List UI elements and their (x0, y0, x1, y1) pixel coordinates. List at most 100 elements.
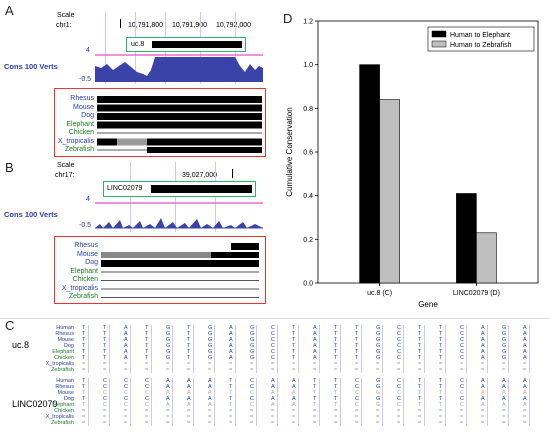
nucleotide: T (418, 378, 422, 384)
nucleotide: G (250, 349, 255, 355)
alignment-guide (214, 378, 215, 426)
species-elephant: Elephant (66, 120, 94, 128)
nucleotide: = (439, 367, 443, 373)
nucleotide: C (271, 355, 275, 361)
chr-label-b: chr17: (55, 172, 75, 179)
nucleotide: C (250, 402, 254, 408)
nucleotide: = (481, 361, 485, 367)
nucleotide: A (313, 343, 317, 349)
species-label: X_tropicalis (45, 414, 74, 420)
species-label: Human (56, 378, 74, 384)
alignment-guide (172, 378, 173, 426)
nucleotide: = (460, 420, 464, 426)
nucleotide: G (376, 402, 381, 408)
nucleotide: G (376, 349, 381, 355)
nucleotide: A (229, 355, 233, 361)
alignment-guide (193, 378, 194, 426)
nucleotide: A (313, 337, 317, 343)
nucleotide: C (397, 396, 401, 402)
nucleotide: T (82, 384, 86, 390)
alignment-guide (361, 378, 362, 426)
nucleotide: = (103, 361, 107, 367)
nucleotide: A (166, 396, 170, 402)
nucleotide: = (397, 361, 401, 367)
alignment-guide (109, 325, 110, 373)
nucleotide: = (271, 361, 275, 367)
track-label-a: Cons 100 Verts (4, 62, 58, 71)
nucleotide: T (439, 343, 443, 349)
nucleotide: A (166, 390, 170, 396)
alignment-guide (298, 325, 299, 373)
nucleotide: = (439, 420, 443, 426)
alignment-guide (298, 378, 299, 426)
nucleotide: A (208, 384, 212, 390)
nucleotide: = (418, 367, 422, 373)
species-mouse: Mouse (76, 250, 98, 258)
nucleotide: C (355, 396, 359, 402)
nucleotide: T (145, 349, 149, 355)
alignment-guide (88, 378, 89, 426)
nucleotide: = (460, 367, 464, 373)
nucleotide: A (523, 384, 527, 390)
species-label: Elephant (52, 402, 74, 408)
nucleotide: T (334, 355, 338, 361)
alignment-box-b (54, 236, 266, 304)
nucleotide: T (334, 402, 338, 408)
species-label: Elephant (52, 349, 74, 355)
nucleotide: = (397, 420, 401, 426)
x-tick-label: uc.8 (C) (367, 290, 392, 297)
nucleotide: C (124, 378, 128, 384)
nucleotide: A (502, 384, 506, 390)
nucleotide: = (334, 408, 338, 414)
nucleotide: T (82, 390, 86, 396)
nucleotide: C (355, 378, 359, 384)
nucleotide: T (82, 349, 86, 355)
nucleotide: C (271, 325, 275, 331)
nucleotide: = (334, 361, 338, 367)
alignment-guide (529, 378, 530, 426)
nucleotide: C (124, 390, 128, 396)
nucleotide: = (124, 414, 128, 420)
nucleotide: A (208, 390, 212, 396)
nucleotide: G (502, 343, 507, 349)
nucleotide: T (292, 343, 296, 349)
ytop-b: 4 (86, 196, 90, 203)
nucleotide: C (355, 402, 359, 408)
nucleotide: T (439, 355, 443, 361)
nucleotide: C (397, 390, 401, 396)
nucleotide: = (250, 420, 254, 426)
nucleotide: A (166, 402, 170, 408)
nucleotide: T (145, 331, 149, 337)
nucleotide: = (460, 414, 464, 420)
species-label: Chicken (54, 408, 74, 414)
scale-bar-a (120, 19, 121, 28)
cons-track-b (95, 202, 263, 229)
nucleotide: = (439, 408, 443, 414)
alignment-guide (88, 325, 89, 373)
nucleotide: C (124, 396, 128, 402)
nucleotide: G (166, 349, 171, 355)
nucleotide: G (376, 384, 381, 390)
nucleotide: T (103, 331, 107, 337)
nucleotide: T (229, 402, 233, 408)
alignment-guide (109, 378, 110, 426)
nucleotide: A (523, 378, 527, 384)
legend-label: Human to Zebrafish (450, 42, 512, 49)
nucleotide: C (145, 396, 149, 402)
nucleotide: C (145, 390, 149, 396)
alignment-guide (256, 325, 257, 373)
alignment-guide (235, 378, 236, 426)
bar-elephant (456, 193, 477, 284)
nucleotide: = (166, 367, 170, 373)
nucleotide: = (376, 408, 380, 414)
track-rhesus (97, 96, 262, 103)
nucleotide: T (82, 325, 86, 331)
nucleotide: C (397, 384, 401, 390)
nucleotide: T (292, 331, 296, 337)
nucleotide: = (166, 361, 170, 367)
tick-b-0: 39,027,000 (182, 172, 218, 179)
nucleotide: T (355, 331, 359, 337)
species-mouse: Mouse (72, 103, 94, 111)
nucleotide: C (250, 396, 254, 402)
nucleotide: A (523, 337, 527, 343)
